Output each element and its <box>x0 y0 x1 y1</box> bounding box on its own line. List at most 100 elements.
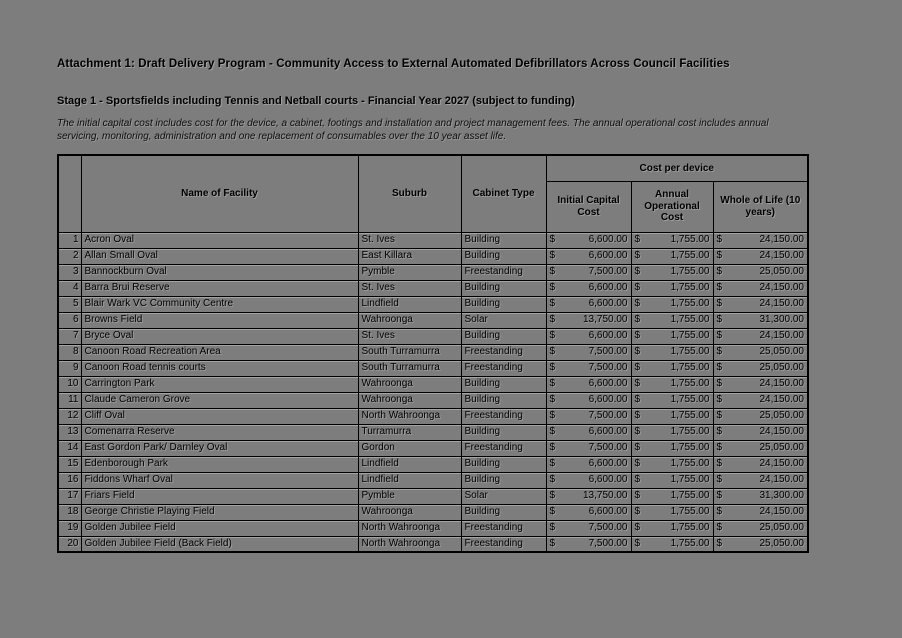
cabinet-type-cell: Building <box>460 455 547 473</box>
table-row: 10 Carrington Park Wahroonga Building $6,600… <box>57 375 809 393</box>
table-row: 16 Fiddons Wharf Oval Lindfield Building $6,… <box>57 471 809 489</box>
cabinet-type-cell: Solar <box>460 487 547 505</box>
suburb-cell: Wahroonga <box>357 311 462 329</box>
whole-of-life-cost-cell: $24,150.00 <box>712 327 809 345</box>
table-row: 4 Barra Brui Reserve St. Ives Building $6,60… <box>57 279 809 297</box>
whole-of-life-cost-cell: $25,050.00 <box>712 359 809 377</box>
suburb-cell: East Killara <box>357 247 462 265</box>
amount-value: 1,755.00 <box>670 474 710 485</box>
amount-value: 1,755.00 <box>670 378 710 389</box>
cabinet-type-cell: Freestanding <box>460 359 547 377</box>
currency-symbol: $ <box>549 378 556 389</box>
amount-value: 24,150.00 <box>759 394 805 405</box>
currency-symbol: $ <box>634 537 641 549</box>
facility-name-cell: Carrington Park <box>80 375 359 393</box>
suburb-cell: South Turramurra <box>357 343 462 361</box>
initial-capital-cost-cell: $6,600.00 <box>545 471 632 489</box>
table-body: 1 Acron Oval St. Ives Building $6,600.00 $1,7… <box>57 231 809 553</box>
row-number-cell: 4 <box>57 279 82 297</box>
table-row: 5 Blair Wark VC Community Centre Lindfield… <box>57 295 809 313</box>
facility-name-cell: East Gordon Park/ Darnley Oval <box>80 439 359 457</box>
row-number-cell: 6 <box>57 311 82 329</box>
whole-of-life-cost-cell: $24,150.00 <box>712 279 809 297</box>
amount-value: 7,500.00 <box>588 537 628 549</box>
currency-symbol: $ <box>549 490 556 501</box>
amount-value: 6,600.00 <box>588 282 628 293</box>
whole-of-life-cost-cell: $25,050.00 <box>712 519 809 537</box>
currency-symbol: $ <box>634 426 641 437</box>
currency-symbol: $ <box>634 490 641 501</box>
facility-name-cell: Blair Wark VC Community Centre <box>80 295 359 313</box>
amount-value: 1,755.00 <box>670 506 710 517</box>
annual-operational-cost-cell: $1,755.00 <box>630 503 714 521</box>
amount-value: 25,050.00 <box>759 537 805 549</box>
row-number-cell: 15 <box>57 455 82 473</box>
suburb-cell: South Turramurra <box>357 359 462 377</box>
table-row: 12 Cliff Oval North Wahroonga Freestanding $… <box>57 407 809 425</box>
amount-value: 7,500.00 <box>588 346 628 357</box>
currency-symbol: $ <box>549 314 556 325</box>
amount-value: 6,600.00 <box>588 506 628 517</box>
annual-operational-cost-cell: $1,755.00 <box>630 295 714 313</box>
table-row: 18 George Christie Playing Field Wahroonga… <box>57 503 809 521</box>
amount-value: 24,150.00 <box>759 426 805 437</box>
initial-capital-cost-cell: $6,600.00 <box>545 375 632 393</box>
currency-symbol: $ <box>634 522 641 533</box>
row-number-cell: 8 <box>57 343 82 361</box>
row-number-cell: 5 <box>57 295 82 313</box>
row-number-cell: 10 <box>57 375 82 393</box>
currency-symbol: $ <box>716 394 723 405</box>
currency-symbol: $ <box>549 234 556 245</box>
cabinet-type-cell: Building <box>460 231 547 249</box>
facility-name-cell: Acron Oval <box>80 231 359 249</box>
suburb-cell: Lindfield <box>357 455 462 473</box>
whole-of-life-cost-cell: $31,300.00 <box>712 487 809 505</box>
table-row: 15 Edenborough Park Lindfield Building $6,60… <box>57 455 809 473</box>
currency-symbol: $ <box>549 394 556 405</box>
cost-explanation-note: The initial capital cost includes cost f… <box>57 118 769 142</box>
col-header-whole-of-life: Whole of Life (10 years) <box>712 180 809 233</box>
row-number-cell: 3 <box>57 263 82 281</box>
row-number-cell: 1 <box>57 231 82 249</box>
row-number-cell: 20 <box>57 535 82 553</box>
cabinet-type-cell: Freestanding <box>460 263 547 281</box>
currency-symbol: $ <box>634 506 641 517</box>
amount-value: 1,755.00 <box>670 362 710 373</box>
whole-of-life-cost-cell: $25,050.00 <box>712 407 809 425</box>
defibrillator-cost-table: Name of Facility Suburb Cabinet Type Cos… <box>57 154 809 553</box>
suburb-cell: St. Ives <box>357 231 462 249</box>
suburb-cell: Wahroonga <box>357 375 462 393</box>
suburb-cell: North Wahroonga <box>357 535 462 553</box>
facility-name-cell: Fiddons Wharf Oval <box>80 471 359 489</box>
initial-capital-cost-cell: $6,600.00 <box>545 327 632 345</box>
row-number-cell: 19 <box>57 519 82 537</box>
amount-value: 24,150.00 <box>759 506 805 517</box>
currency-symbol: $ <box>716 362 723 373</box>
annual-operational-cost-cell: $1,755.00 <box>630 231 714 249</box>
currency-symbol: $ <box>716 234 723 245</box>
annual-operational-cost-cell: $1,755.00 <box>630 263 714 281</box>
col-header-rownum <box>57 154 82 233</box>
annual-operational-cost-cell: $1,755.00 <box>630 455 714 473</box>
whole-of-life-cost-cell: $24,150.00 <box>712 247 809 265</box>
facility-name-cell: Golden Jubilee Field <box>80 519 359 537</box>
currency-symbol: $ <box>634 330 641 341</box>
amount-value: 6,600.00 <box>588 458 628 469</box>
initial-capital-cost-cell: $6,600.00 <box>545 503 632 521</box>
cabinet-type-cell: Building <box>460 247 547 265</box>
amount-value: 1,755.00 <box>670 250 710 261</box>
facility-name-cell: Bryce Oval <box>80 327 359 345</box>
whole-of-life-cost-cell: $25,050.00 <box>712 439 809 457</box>
currency-symbol: $ <box>716 266 723 277</box>
cabinet-type-cell: Freestanding <box>460 439 547 457</box>
whole-of-life-cost-cell: $25,050.00 <box>712 343 809 361</box>
amount-value: 24,150.00 <box>759 250 805 261</box>
currency-symbol: $ <box>549 522 556 533</box>
cabinet-type-cell: Building <box>460 423 547 441</box>
annual-operational-cost-cell: $1,755.00 <box>630 279 714 297</box>
annual-operational-cost-cell: $1,755.00 <box>630 327 714 345</box>
initial-capital-cost-cell: $6,600.00 <box>545 391 632 409</box>
row-number-cell: 17 <box>57 487 82 505</box>
initial-capital-cost-cell: $6,600.00 <box>545 423 632 441</box>
currency-symbol: $ <box>634 298 641 309</box>
